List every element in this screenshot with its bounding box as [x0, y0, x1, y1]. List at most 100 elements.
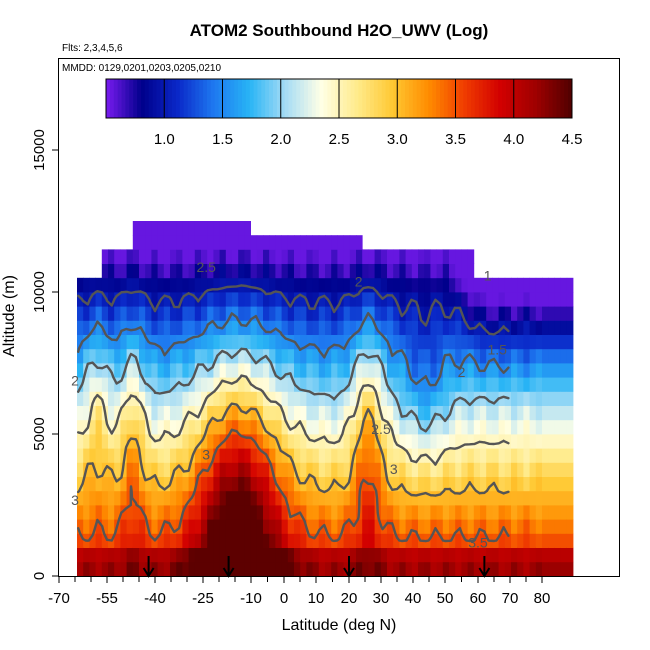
heatmap-cell: [225, 263, 233, 279]
heatmap-cell: [318, 235, 326, 250]
heatmap-cell: [405, 263, 413, 279]
heatmap-cell: [263, 334, 270, 350]
heatmap-cell: [170, 476, 177, 492]
heatmap-cell: [170, 235, 177, 250]
heatmap-cell: [306, 547, 313, 563]
heatmap-cell: [201, 476, 208, 492]
colorbar-swatch: [498, 79, 503, 118]
heatmap-cell: [114, 277, 121, 293]
heatmap-cell: [170, 306, 177, 321]
heatmap-cell: [126, 547, 134, 563]
heatmap-cell: [560, 363, 568, 378]
heatmap-cell: [275, 434, 282, 449]
heatmap-cell: [362, 320, 369, 335]
x-tick-label: -70: [48, 590, 70, 607]
heatmap-cell: [418, 547, 425, 563]
heatmap-cell: [194, 533, 202, 548]
heatmap-cell: [300, 547, 307, 563]
heatmap-cell: [312, 263, 320, 279]
heatmap-cell: [306, 519, 313, 534]
colorbar-swatch: [455, 79, 460, 118]
heatmap-cell: [548, 561, 555, 577]
heatmap-cell: [151, 505, 158, 520]
heatmap-cell: [393, 434, 400, 449]
heatmap-cell: [300, 448, 307, 463]
heatmap-cell: [318, 320, 326, 335]
heatmap-cell: [95, 377, 103, 392]
heatmap-cell: [424, 320, 431, 335]
colorbar-swatch: [354, 79, 359, 118]
colorbar-swatch: [377, 79, 383, 118]
heatmap-cell: [294, 405, 301, 421]
heatmap-cell: [442, 363, 450, 378]
heatmap-cell: [356, 363, 363, 378]
heatmap-cell: [498, 476, 506, 492]
heatmap-cell: [108, 476, 115, 492]
colorbar-swatch: [249, 79, 255, 118]
heatmap-cell: [219, 348, 227, 364]
heatmap-cell: [566, 561, 574, 577]
heatmap-cell: [287, 419, 295, 435]
heatmap-cell: [399, 377, 406, 392]
heatmap-cell: [95, 348, 103, 364]
heatmap-cell: [473, 377, 481, 392]
heatmap-cell: [455, 448, 462, 463]
colorbar-swatch: [424, 79, 429, 118]
heatmap-cell: [517, 505, 524, 520]
heatmap-cell: [424, 505, 431, 520]
heatmap-cell: [411, 448, 419, 463]
heatmap-cell: [83, 476, 90, 492]
heatmap-cell: [467, 462, 475, 477]
heatmap-cell: [219, 306, 227, 321]
colorbar-swatch: [385, 79, 390, 118]
heatmap-cell: [430, 320, 437, 335]
heatmap-cell: [548, 519, 555, 534]
heatmap-cell: [511, 306, 518, 321]
heatmap-cell: [83, 448, 90, 463]
heatmap-cell: [213, 263, 220, 279]
heatmap-cell: [356, 277, 363, 293]
heatmap-cell: [424, 334, 431, 350]
colorbar-swatch: [358, 79, 363, 118]
x-tick-label: 30: [373, 590, 390, 607]
heatmap-cell: [145, 505, 152, 520]
heatmap-cell: [232, 221, 239, 236]
heatmap-cell: [554, 490, 561, 506]
heatmap-cell: [182, 306, 189, 321]
heatmap-cell: [89, 448, 96, 463]
heatmap-cell: [374, 277, 382, 293]
heatmap-cell: [467, 547, 475, 563]
heatmap-cell: [548, 434, 555, 449]
contour-label: 2: [355, 273, 363, 289]
heatmap-cell: [306, 249, 313, 264]
heatmap-cell: [287, 448, 295, 463]
heatmap-cell: [411, 306, 419, 321]
heatmap-cell: [163, 306, 171, 321]
heatmap-cell: [275, 348, 282, 364]
heatmap-cell: [418, 363, 425, 378]
heatmap-cell: [349, 377, 357, 392]
heatmap-cell: [163, 320, 171, 335]
heatmap-cell: [498, 334, 506, 350]
heatmap-cell: [225, 249, 233, 264]
heatmap-cell: [418, 348, 425, 364]
heatmap-cell: [455, 334, 462, 350]
heatmap-cell: [566, 391, 574, 406]
heatmap-cell: [232, 434, 239, 449]
heatmap-cell: [387, 377, 394, 392]
colorbar-swatch: [129, 79, 134, 118]
heatmap-cell: [126, 334, 134, 350]
heatmap-cell: [318, 476, 326, 492]
heatmap-cell: [287, 263, 295, 279]
heatmap-cell: [504, 405, 512, 421]
heatmap-cell: [145, 462, 152, 477]
heatmap-cell: [473, 519, 481, 534]
heatmap-cell: [170, 249, 177, 264]
heatmap-cell: [461, 277, 468, 293]
heatmap-cell: [554, 334, 561, 350]
heatmap-cell: [554, 533, 561, 548]
heatmap-cell: [244, 519, 251, 534]
heatmap-cell: [430, 277, 437, 293]
heatmap-cell: [517, 533, 524, 548]
heatmap-cell: [312, 334, 320, 350]
